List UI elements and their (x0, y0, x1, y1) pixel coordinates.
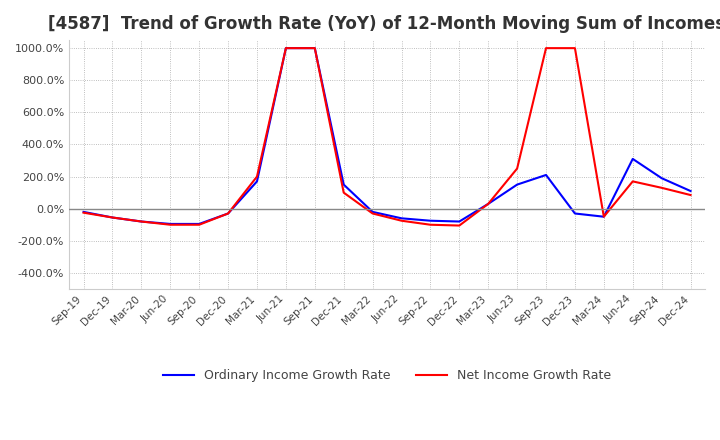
Net Income Growth Rate (369, 211, 377, 216)
Ordinary Income Growth Rate (369, 209, 377, 215)
Net Income Growth Rate (137, 219, 145, 224)
Net Income Growth Rate (484, 201, 492, 206)
Net Income Growth Rate (541, 45, 550, 51)
Legend: Ordinary Income Growth Rate, Net Income Growth Rate: Ordinary Income Growth Rate, Net Income … (158, 364, 616, 387)
Net Income Growth Rate (571, 45, 580, 51)
Line: Ordinary Income Growth Rate: Ordinary Income Growth Rate (84, 48, 690, 224)
Ordinary Income Growth Rate (455, 219, 464, 224)
Net Income Growth Rate (282, 45, 290, 51)
Ordinary Income Growth Rate (686, 188, 695, 194)
Net Income Growth Rate (513, 166, 521, 171)
Line: Net Income Growth Rate: Net Income Growth Rate (84, 48, 690, 226)
Ordinary Income Growth Rate (166, 221, 174, 227)
Ordinary Income Growth Rate (541, 172, 550, 178)
Net Income Growth Rate (79, 210, 88, 215)
Net Income Growth Rate (253, 174, 261, 179)
Title: [4587]  Trend of Growth Rate (YoY) of 12-Month Moving Sum of Incomes: [4587] Trend of Growth Rate (YoY) of 12-… (48, 15, 720, 33)
Ordinary Income Growth Rate (79, 209, 88, 215)
Ordinary Income Growth Rate (137, 219, 145, 224)
Ordinary Income Growth Rate (282, 45, 290, 51)
Net Income Growth Rate (339, 190, 348, 195)
Ordinary Income Growth Rate (224, 211, 233, 216)
Net Income Growth Rate (166, 222, 174, 227)
Net Income Growth Rate (600, 214, 608, 220)
Ordinary Income Growth Rate (629, 156, 637, 161)
Ordinary Income Growth Rate (108, 215, 117, 220)
Ordinary Income Growth Rate (657, 176, 666, 181)
Ordinary Income Growth Rate (339, 182, 348, 187)
Ordinary Income Growth Rate (484, 201, 492, 206)
Net Income Growth Rate (397, 218, 406, 224)
Ordinary Income Growth Rate (195, 221, 204, 227)
Net Income Growth Rate (629, 179, 637, 184)
Net Income Growth Rate (657, 185, 666, 191)
Net Income Growth Rate (310, 45, 319, 51)
Ordinary Income Growth Rate (513, 182, 521, 187)
Net Income Growth Rate (108, 215, 117, 220)
Ordinary Income Growth Rate (397, 216, 406, 221)
Ordinary Income Growth Rate (310, 45, 319, 51)
Ordinary Income Growth Rate (571, 211, 580, 216)
Net Income Growth Rate (686, 192, 695, 198)
Net Income Growth Rate (426, 222, 435, 227)
Ordinary Income Growth Rate (426, 218, 435, 224)
Ordinary Income Growth Rate (600, 214, 608, 220)
Ordinary Income Growth Rate (253, 179, 261, 184)
Net Income Growth Rate (195, 222, 204, 227)
Net Income Growth Rate (224, 211, 233, 216)
Net Income Growth Rate (455, 223, 464, 228)
